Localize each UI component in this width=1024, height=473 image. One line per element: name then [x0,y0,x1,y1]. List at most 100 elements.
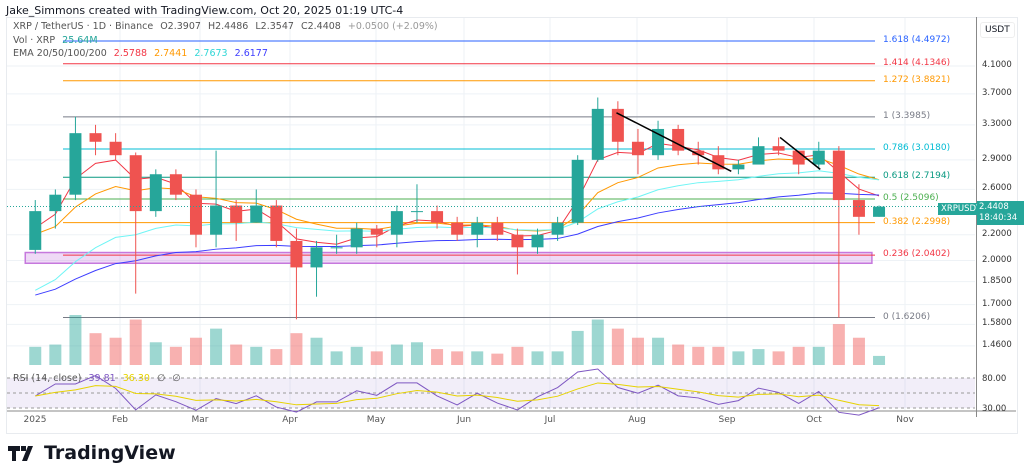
volume-legend: Vol · XRP 25.64M [13,35,102,46]
candle-body [310,247,323,268]
candle-body [571,159,584,223]
candle-body [129,155,142,212]
fib-level-label: 0.382 (2.2998) [883,216,951,227]
price-tick: 1.8500 [982,275,1012,286]
volume-bar [832,324,845,365]
candle-body [370,228,383,235]
candle-body [772,146,785,151]
low-value: L2.3547 [255,21,294,32]
volume-bar [571,330,584,365]
volume-bar [370,351,383,365]
candle-body [491,222,504,235]
symbol-name[interactable]: XRP / TetherUS · 1D · Binance [13,21,154,32]
price-tick: 3.3000 [982,118,1012,129]
fib-level-label: 0.236 (2.0402) [883,249,951,260]
candle-body [210,205,223,235]
currency-button[interactable]: USDT [980,22,1015,38]
rsi-label[interactable]: RSI (14, close) [13,373,82,384]
fib-level-label: 0.5 (2.5096) [883,193,939,204]
rsi-line [35,368,880,416]
volume-bar [652,337,665,365]
rsi-legend: RSI (14, close) 39.81 36.30 ∅ ∅ [13,373,185,384]
candle-body [350,228,363,248]
rsi-ma-value: 36.30 [122,373,150,384]
tradingview-logo-icon [8,446,33,461]
volume-bar [310,337,323,365]
volume-bar [812,346,825,365]
fib-level-label: 1.414 (4.1346) [883,57,951,68]
candle-body [330,247,343,249]
candle-body [672,128,685,151]
volume-bar [390,344,403,365]
fib-level-label: 0.786 (3.0180) [883,143,951,154]
rsi-extra-1: ∅ [156,373,166,384]
rsi-extra-2: ∅ [172,373,181,384]
candle-body [471,222,484,235]
ema-50-value: 2.7441 [154,48,188,59]
ema-100-value: 2.7673 [194,48,228,59]
volume-bar [672,344,685,365]
volume-label[interactable]: Vol · XRP [13,35,56,46]
bar-countdown: 18:40:34 [979,213,1018,223]
last-price: 2.4408 [979,202,1009,212]
candle-body [431,211,444,223]
time-tick: Feb [112,415,128,425]
time-tick: Sep [718,415,736,425]
price-tick: 2.6000 [982,183,1012,194]
rsi-value: 39.81 [88,373,116,384]
high-value: H2.4486 [207,21,249,32]
volume-bar [732,351,745,365]
rsi-tick: 30.00 [982,404,1007,414]
price-tick: 2.9000 [982,153,1012,164]
candle-body [812,150,825,165]
ema-200-value: 2.6177 [234,48,268,59]
time-tick: 2025 [23,415,47,425]
candle-body [551,222,564,235]
volume-bar [290,333,303,365]
candle-body [69,133,82,195]
volume-bar [169,346,182,365]
candle-body [189,194,202,235]
rsi-ma-line [35,382,880,407]
fib-level-label: 0 (1.6206) [883,311,931,322]
rsi-tick: 80.00 [982,374,1007,384]
volume-bar [330,351,343,365]
price-axis-divider [976,17,977,417]
volume-bar [89,333,102,365]
time-tick: Apr [282,415,298,425]
close-value: C2.4408 [300,21,341,32]
candle-body [29,211,42,250]
tradingview-logo[interactable]: TradingView [8,442,176,464]
candle-body [852,200,865,217]
ema-label[interactable]: EMA 20/50/100/200 [13,48,107,59]
chart-credit: Jake_Simmons created with TradingView.co… [6,4,404,17]
volume-bar [712,346,725,365]
candle-body [230,205,243,223]
candle-body [531,234,544,248]
candle-body [511,234,524,248]
volume-bar [591,319,604,365]
volume-bar [471,351,484,365]
ema-line [35,192,880,296]
price-tick: 4.1000 [982,60,1012,70]
volume-bar [69,315,82,365]
volume-bar [792,346,805,365]
candle-body [832,150,845,201]
fib-level-label: 1 (3.3985) [883,110,931,121]
time-tick: May [366,415,386,425]
candle-body [611,108,624,142]
volume-bar [772,351,785,365]
candle-body [390,211,403,235]
chart-frame [6,17,1018,434]
volume-bar [511,346,524,365]
symbol-legend: XRP / TetherUS · 1D · Binance O2.3907 H2… [13,21,442,32]
volume-bar [611,328,624,365]
price-tick: 2.0000 [982,254,1012,265]
time-tick: Jul [544,415,556,425]
candle-body [732,164,745,170]
volume-bar [431,349,444,365]
candle-body [873,206,886,217]
candle-body [591,108,604,160]
open-value: O2.3907 [160,21,201,32]
